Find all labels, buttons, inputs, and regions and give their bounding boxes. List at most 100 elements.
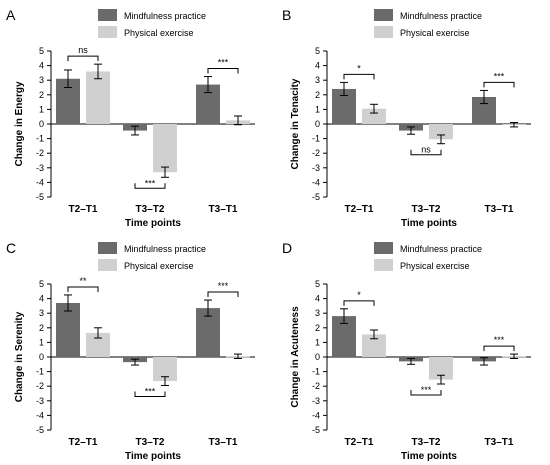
y-axis: -5 -4 -3 -2 -1 0 1 2 3 4 5 — [36, 46, 52, 202]
y-tick-label: -2 — [312, 381, 320, 391]
y-axis-title: Change in Tenacity — [290, 78, 301, 169]
significance-label: *** — [421, 385, 432, 395]
y-tick-label: -3 — [312, 396, 320, 406]
x-tick-label: T2–T1 — [345, 204, 374, 215]
significance-bracket: ** — [67, 276, 99, 292]
y-tick-label: -5 — [312, 425, 320, 435]
y-tick-label: -1 — [36, 367, 44, 377]
legend-swatch-0 — [98, 242, 117, 254]
bar-mindfulness-0 — [56, 302, 80, 357]
legend-swatch-1 — [98, 26, 117, 38]
y-tick-label: -4 — [312, 177, 320, 187]
y-tick-label: 5 — [39, 279, 44, 289]
y-tick-label: 4 — [315, 61, 320, 71]
significance-bracket: *** — [134, 386, 166, 397]
y-axis: -5 -4 -3 -2 -1 0 1 2 3 4 5 — [36, 279, 52, 435]
legend-label-1: Physical exercise — [124, 28, 194, 38]
bracket-line — [343, 300, 375, 306]
bracket-line — [134, 183, 166, 189]
y-axis-title: Change in Acuteness — [290, 306, 301, 408]
x-axis-title: Time points — [401, 218, 457, 229]
y-tick-label: 5 — [315, 279, 320, 289]
significance-label: *** — [494, 335, 505, 345]
significance-bracket: *** — [483, 71, 515, 88]
y-tick-label: 2 — [315, 90, 320, 100]
y-axis-title: Change in Serenity — [14, 311, 25, 402]
panel-label: D — [282, 240, 292, 256]
bracket-line — [67, 286, 99, 292]
y-tick-label: 4 — [315, 294, 320, 304]
y-tick-label: -1 — [36, 134, 44, 144]
y-tick-label: 5 — [315, 46, 320, 56]
x-tick-label: T3–T1 — [485, 204, 514, 215]
legend: Mindfulness practice Physical exercise — [374, 9, 482, 38]
y-tick-label: 1 — [39, 104, 44, 114]
y-tick-label: -5 — [36, 425, 44, 435]
significance-bracket: * — [343, 63, 375, 80]
y-tick-label: -4 — [312, 410, 320, 420]
y-tick-label: -2 — [36, 148, 44, 158]
y-tick-label: 5 — [39, 46, 44, 56]
significance-label: *** — [145, 178, 156, 188]
x-tick-label: T2–T1 — [69, 204, 98, 215]
bracket-line — [67, 55, 99, 62]
legend-label-0: Mindfulness practice — [124, 244, 206, 254]
significance-label: *** — [494, 71, 505, 81]
bar-physical-1 — [429, 357, 453, 380]
x-tick-label: T2–T1 — [69, 437, 98, 448]
y-tick-label: -3 — [36, 163, 44, 173]
x-axis-title: Time points — [125, 218, 181, 229]
y-axis-title: Change in Energy — [14, 81, 25, 166]
y-tick-label: 1 — [39, 337, 44, 347]
significance-label: * — [357, 290, 361, 300]
bar-physical-1 — [429, 124, 453, 140]
y-tick-label: -4 — [36, 177, 44, 187]
y-tick-label: -5 — [36, 192, 44, 202]
significance-label: ns — [78, 45, 88, 55]
legend-swatch-0 — [374, 242, 393, 254]
bracket-line — [207, 68, 239, 74]
legend-label-0: Mindfulness practice — [400, 244, 482, 254]
legend-label-1: Physical exercise — [124, 261, 194, 271]
y-tick-label: 3 — [315, 75, 320, 85]
y-tick-label: 1 — [315, 337, 320, 347]
significance-label: *** — [218, 281, 229, 291]
bracket-line — [410, 149, 442, 156]
legend-label-0: Mindfulness practice — [400, 11, 482, 21]
y-tick-label: 3 — [39, 75, 44, 85]
y-tick-label: -1 — [312, 367, 320, 377]
legend-swatch-1 — [374, 259, 393, 271]
y-axis: -5 -4 -3 -2 -1 0 1 2 3 4 5 — [312, 279, 328, 435]
y-tick-label: 4 — [39, 294, 44, 304]
panel-label: C — [6, 240, 16, 256]
y-tick-label: -5 — [312, 192, 320, 202]
y-tick-label: 2 — [39, 323, 44, 333]
significance-bracket: ns — [410, 145, 442, 156]
significance-bracket: *** — [483, 335, 515, 352]
x-axis-title: Time points — [401, 451, 457, 462]
legend: Mindfulness practice Physical exercise — [98, 9, 206, 38]
x-axis-title: Time points — [125, 451, 181, 462]
x-tick-label: T3–T2 — [412, 204, 441, 215]
y-tick-label: -3 — [312, 163, 320, 173]
legend-swatch-0 — [98, 9, 117, 21]
x-tick-label: T3–T1 — [485, 437, 514, 448]
y-tick-label: 3 — [315, 308, 320, 318]
panel-label: A — [6, 7, 16, 23]
y-tick-label: 0 — [39, 352, 44, 362]
bracket-line — [483, 345, 515, 352]
panel-label: B — [282, 7, 291, 23]
y-tick-label: 1 — [315, 104, 320, 114]
significance-bracket: *** — [207, 281, 239, 298]
significance-bracket: *** — [207, 58, 239, 74]
legend: Mindfulness practice Physical exercise — [374, 242, 482, 271]
x-tick-label: T2–T1 — [345, 437, 374, 448]
significance-label: ** — [79, 276, 87, 286]
bracket-line — [134, 391, 166, 397]
legend-swatch-0 — [374, 9, 393, 21]
bracket-line — [483, 81, 515, 88]
bracket-line — [343, 73, 375, 80]
chart-panel-c: C Mindfulness practice Physical exercise -5… — [6, 240, 255, 462]
y-tick-label: 2 — [39, 90, 44, 100]
